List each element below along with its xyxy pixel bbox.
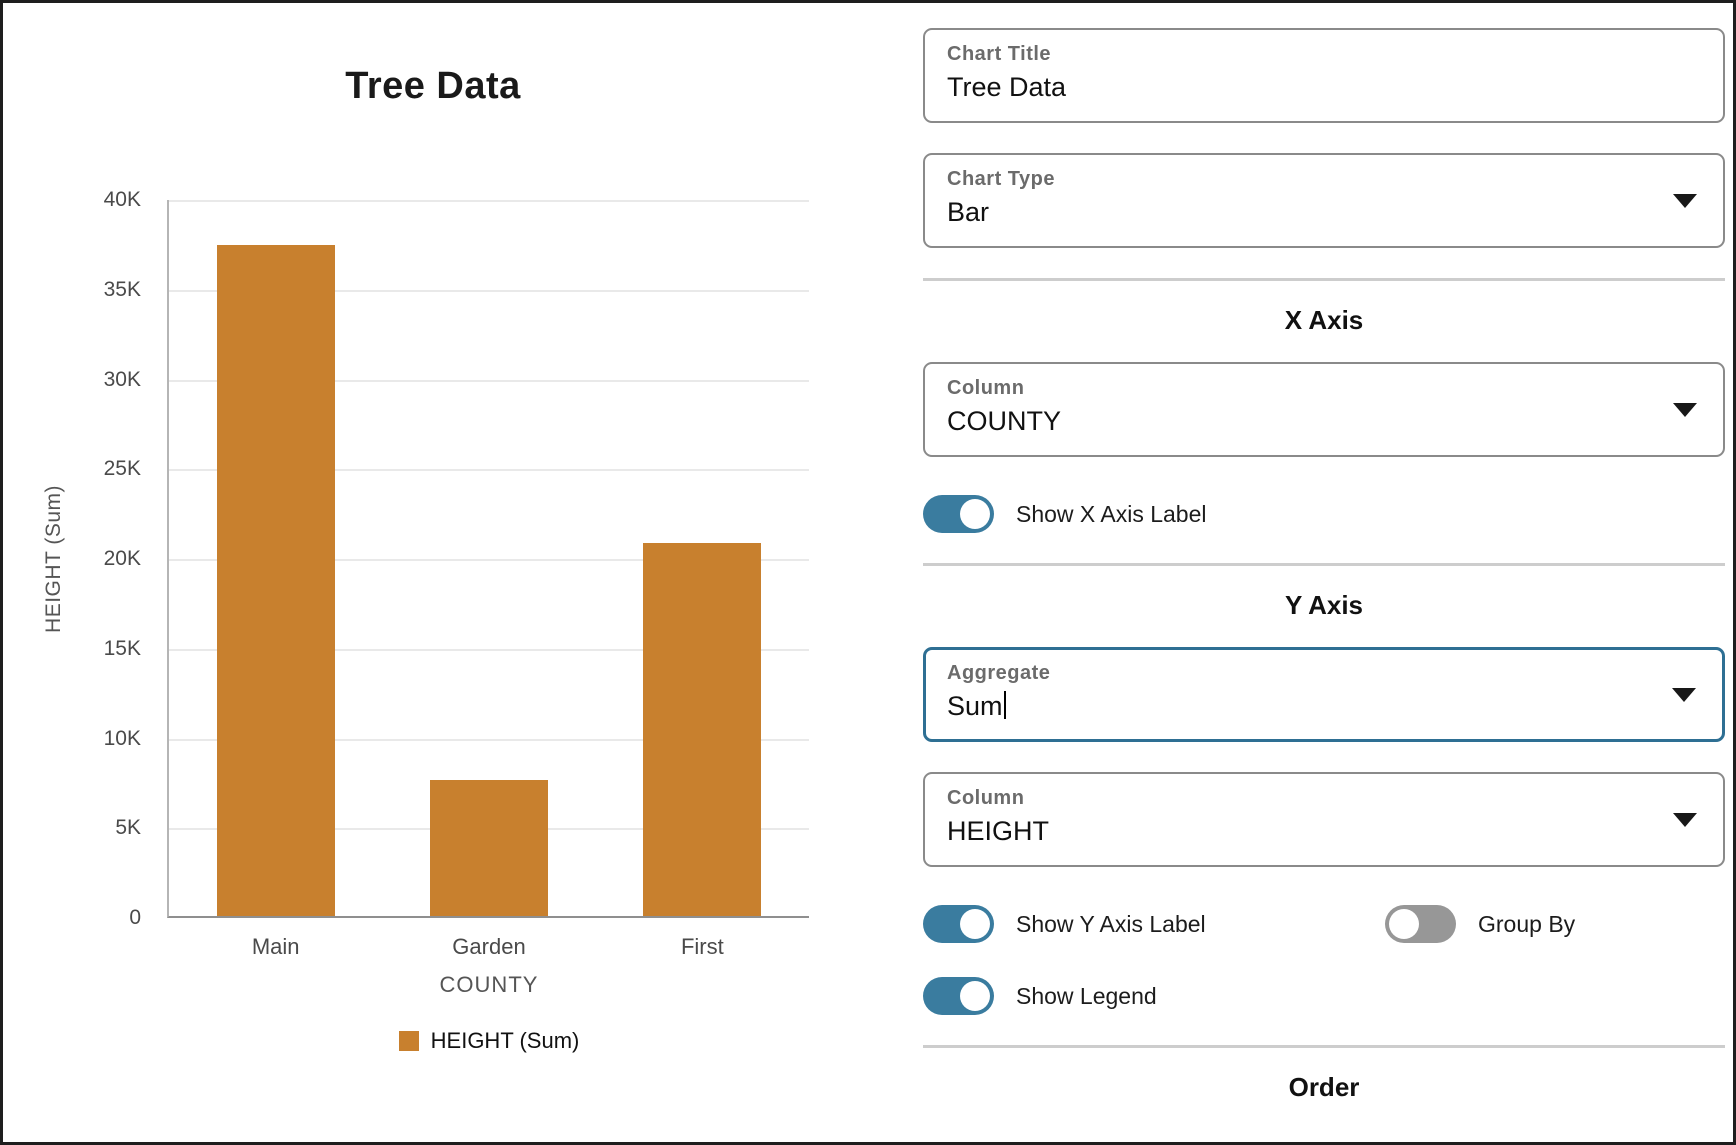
order-section-heading: Order — [1288, 1072, 1360, 1102]
x-category-label: Garden — [452, 934, 526, 959]
gridline — [169, 469, 809, 472]
chart-title-input-label: Chart Title — [947, 43, 1052, 65]
y-tick-label: 40K — [103, 188, 141, 211]
chart-title-input-value: Tree Data — [947, 72, 1067, 102]
x-category-label: Main — [251, 934, 300, 959]
y-tick-label: 20K — [103, 547, 141, 570]
chart-title-input[interactable]: Chart Title Tree Data — [923, 28, 1725, 123]
gridline — [169, 648, 809, 651]
x-axis-column-select-value: COUNTY — [947, 406, 1061, 436]
y-axis-ticks: 0 5K 10K 15K 20K 25K 30K 35K 40K — [77, 188, 167, 929]
x-axis-column-select-label: Column — [947, 377, 1025, 399]
chevron-down-icon — [1673, 193, 1697, 208]
toggle-knob — [960, 909, 990, 939]
y-tick-label: 0 — [129, 906, 141, 929]
y-axis-column-select-label: Column — [947, 787, 1025, 809]
y-tick-label: 5K — [115, 816, 141, 840]
show-legend-toggle-label: Show Legend — [1016, 982, 1157, 1009]
group-by-toggle-label: Group By — [1478, 910, 1576, 937]
x-category-label: First — [680, 934, 724, 959]
y-axis-column-select-value: HEIGHT — [947, 816, 1050, 846]
show-y-axis-label-toggle-label: Show Y Axis Label — [1016, 910, 1206, 937]
gridline — [169, 738, 809, 741]
chart-preview-pane: Tree Data HEIGHT (Sum) 0 5K 10K 15K 20K 25K 30… — [3, 3, 923, 1142]
chevron-down-icon — [1672, 687, 1696, 702]
x-axis-section-heading: X Axis — [1284, 305, 1364, 335]
chart-type-select-label: Chart Type — [947, 168, 1055, 190]
chevron-down-icon — [1673, 812, 1697, 827]
legend-swatch — [398, 1031, 419, 1051]
bar-first — [643, 542, 762, 916]
y-tick-label: 30K — [103, 367, 141, 391]
y-axis-column-select[interactable]: Column HEIGHT — [923, 772, 1725, 867]
gridline — [169, 559, 809, 561]
legend-label: HEIGHT (Sum) — [430, 1028, 580, 1053]
y-axis-section-heading: Y Axis — [1284, 590, 1364, 620]
bar-garden — [430, 779, 548, 916]
chart-legend: HEIGHT (Sum) — [169, 1028, 809, 1054]
text-cursor — [1003, 691, 1006, 719]
show-y-axis-label-toggle[interactable] — [923, 905, 994, 943]
y-axis-aggregate-select-label: Aggregate — [947, 662, 1051, 684]
toggle-knob — [960, 981, 990, 1011]
x-axis-column-select[interactable]: Column COUNTY — [923, 362, 1725, 457]
config-panel: Chart Title Tree Data Chart Type Bar X A… — [923, 3, 1733, 1142]
show-legend-toggle[interactable] — [923, 977, 994, 1015]
y-tick-label: 25K — [103, 457, 141, 481]
plot-area — [167, 200, 809, 918]
y-axis-title: HEIGHT (Sum) — [42, 485, 65, 633]
y-axis-aggregate-select[interactable]: Aggregate Sum — [923, 647, 1725, 742]
chart-plot-region: HEIGHT (Sum) 0 5K 10K 15K 20K 25K 30K 35K 40K — [3, 188, 923, 929]
gridline — [169, 289, 809, 292]
chart-title: Tree Data — [345, 65, 521, 107]
y-axis-aggregate-select-value: Sum — [947, 691, 1701, 722]
x-axis-title: COUNTY — [439, 972, 539, 997]
section-divider — [923, 278, 1725, 281]
section-divider — [923, 1045, 1725, 1048]
bar-main — [216, 244, 335, 916]
gridline — [169, 200, 809, 202]
gridline — [169, 379, 809, 382]
section-divider — [923, 563, 1725, 566]
show-x-axis-label-toggle[interactable] — [923, 495, 994, 533]
group-by-toggle[interactable] — [1385, 905, 1456, 943]
y-tick-label: 10K — [103, 726, 141, 750]
y-tick-label: 15K — [103, 636, 141, 660]
chevron-down-icon — [1673, 402, 1697, 417]
y-tick-label: 35K — [103, 277, 141, 301]
toggle-knob — [1389, 909, 1419, 939]
toggle-knob — [960, 499, 990, 529]
show-x-axis-label-toggle-label: Show X Axis Label — [1016, 500, 1207, 527]
chart-type-select-value: Bar — [947, 197, 990, 227]
chart-type-select[interactable]: Chart Type Bar — [923, 153, 1725, 248]
x-axis-category-labels: Main Garden First — [169, 934, 809, 960]
